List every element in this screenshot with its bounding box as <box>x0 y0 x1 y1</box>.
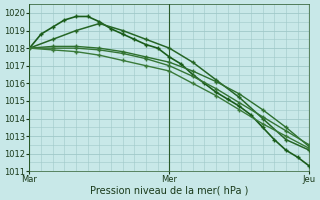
X-axis label: Pression niveau de la mer( hPa ): Pression niveau de la mer( hPa ) <box>90 186 249 196</box>
